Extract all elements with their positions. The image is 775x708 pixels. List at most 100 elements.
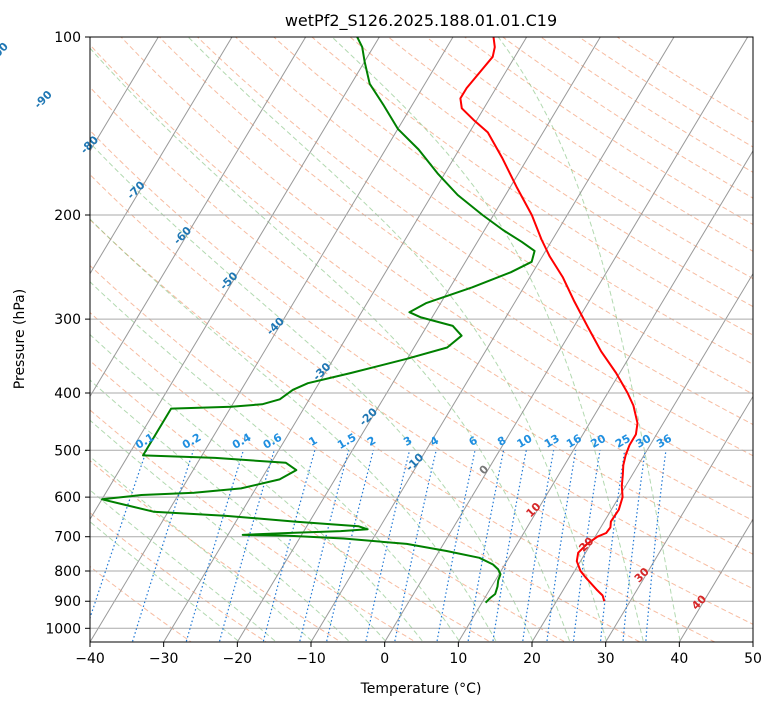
mixing-ratio-label: 36	[654, 432, 674, 451]
mixing-ratio-line	[572, 450, 601, 642]
isotherm-label: 40	[689, 592, 709, 612]
isotherm-line	[605, 395, 753, 642]
dry-adiabat-line	[90, 264, 642, 642]
mixing-ratio-label: 25	[613, 432, 633, 451]
mixing-ratio-label: 3	[401, 434, 414, 449]
isotherm-line	[384, 37, 749, 642]
dry-adiabat-line	[501, 37, 753, 199]
mixing-ratio-line	[131, 450, 194, 642]
isotherm-line	[90, 37, 307, 398]
y-tick-label: 300	[54, 312, 81, 328]
moist-adiabat-line	[90, 142, 534, 642]
x-tick-label: −10	[296, 651, 326, 667]
x-tick-label: 40	[670, 651, 688, 667]
y-tick-label: 400	[54, 386, 81, 402]
x-tick-label: −30	[149, 651, 179, 667]
isotherm-line	[90, 37, 159, 152]
dry-adiabat-line	[90, 512, 267, 642]
isotherm-label: -90	[32, 88, 55, 111]
isotherm-label: -10	[403, 451, 426, 474]
y-tick-label: 900	[54, 594, 81, 610]
moist-adiabat-line	[90, 47, 570, 641]
dry-adiabat-line	[90, 311, 567, 642]
dry-adiabat-line	[158, 37, 753, 457]
mixing-ratio-line	[299, 450, 350, 642]
y-tick-label: 700	[54, 530, 81, 546]
y-tick-label: 100	[54, 30, 81, 46]
isotherm-line	[310, 37, 675, 642]
moist-adiabat-line	[187, 37, 607, 641]
dry-adiabat-line	[90, 565, 193, 642]
axes: −40 −30 −20 −10 0 10 20 30 40 50 100 200 300 400 500 60…	[45, 30, 762, 667]
dry-adiabat-line	[90, 360, 492, 642]
sounding-profiles	[101, 37, 639, 604]
isotherm-line	[457, 149, 753, 642]
dry-adiabat-line	[90, 86, 753, 555]
x-tick-label: 10	[449, 651, 467, 667]
mixing-ratio-label: 0.2	[180, 431, 203, 452]
y-tick-label: 800	[54, 564, 81, 580]
moist-adiabat-line	[90, 521, 239, 642]
mixing-ratio-line	[467, 450, 505, 642]
mixing-ratio-line	[325, 450, 374, 642]
mixing-ratio-label: 1	[307, 434, 320, 449]
moist-adiabat-line	[90, 455, 313, 642]
dry-adiabat-line	[349, 37, 753, 308]
dry-adiabat-line	[387, 37, 753, 280]
dry-adiabat-line	[234, 37, 753, 395]
moist-adiabat-line	[90, 218, 497, 642]
moist-adiabat-line	[497, 37, 681, 641]
dry-adiabat-line	[120, 37, 753, 489]
mixing-ratio-line	[492, 450, 527, 642]
isotherm-line	[236, 37, 601, 642]
mixing-ratio-label: 10	[515, 432, 535, 451]
mixing-ratio-line	[436, 450, 476, 642]
isotherm-line	[678, 518, 753, 642]
isotherm-line	[90, 37, 454, 642]
mixing-ratio-label: 13	[542, 432, 562, 451]
mixing-ratio-label: 0.6	[261, 431, 285, 452]
x-tick-label: −20	[223, 651, 253, 667]
mixing-ratio-line	[645, 450, 667, 642]
isotherm-label: -40	[264, 314, 287, 337]
mixing-ratio-line	[185, 450, 244, 642]
mixing-ratio-label: 20	[588, 432, 608, 451]
mixing-ratio-label: 8	[495, 434, 508, 449]
mixing-ratio-line	[394, 450, 437, 642]
x-tick-label: 0	[380, 651, 389, 667]
mixing-ratio-label: 2	[365, 434, 378, 449]
mixing-ratio-label: 4	[428, 434, 441, 449]
temperature-profile-line	[459, 37, 639, 602]
x-tick-label: 30	[597, 651, 615, 667]
mixing-ratio-line	[365, 450, 411, 642]
dewpoint-profile-line	[101, 37, 536, 604]
moist-adiabat-line	[90, 281, 460, 642]
moist-adiabat-line	[90, 419, 349, 642]
y-tick-label: 200	[54, 208, 81, 224]
y-tick-label: 600	[54, 490, 81, 506]
isotherm-line	[752, 641, 753, 642]
x-tick-label: −40	[75, 651, 105, 667]
dry-adiabat-line	[578, 37, 753, 148]
dry-adiabat-line	[540, 37, 753, 173]
mixing-ratio-line	[622, 450, 646, 642]
isotherm-line	[163, 37, 528, 642]
chart-title: wetPf2_S126.2025.188.01.01.C19	[285, 11, 557, 31]
dry-adiabat-line	[273, 37, 753, 365]
background-grid	[90, 37, 753, 642]
dry-adiabat-line	[311, 37, 753, 336]
dry-adiabat-line	[90, 460, 342, 642]
isotherm-label: 30	[632, 565, 652, 585]
isotherm-line	[90, 37, 233, 275]
dry-adiabat-line	[90, 129, 753, 590]
mixing-ratio-line	[546, 450, 577, 642]
mixing-ratio-label: 16	[564, 432, 584, 451]
moist-adiabat-line	[90, 333, 423, 642]
mixing-ratio-line	[218, 450, 275, 642]
y-axis-label: Pressure (hPa)	[12, 289, 28, 389]
isotherm-line	[90, 37, 380, 521]
mixing-ratio-line	[522, 450, 555, 642]
dry-adiabat-line	[616, 37, 753, 123]
mixing-ratio-label: 0.4	[230, 431, 254, 452]
x-tick-label: 20	[523, 651, 541, 667]
